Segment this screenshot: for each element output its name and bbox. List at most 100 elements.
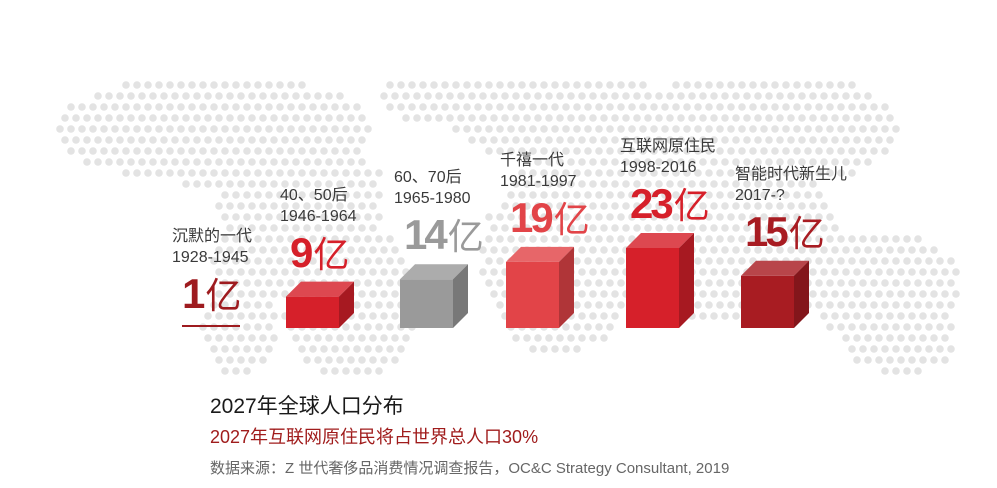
map-dot <box>215 92 223 100</box>
map-dot <box>826 81 834 89</box>
map-dot <box>138 92 146 100</box>
map-dot <box>380 334 388 342</box>
map-dot <box>567 114 575 122</box>
map-dot <box>886 334 894 342</box>
map-dot <box>529 213 537 221</box>
map-dot <box>375 169 383 177</box>
map-dot <box>694 191 702 199</box>
map-dot <box>298 103 306 111</box>
map-dot <box>584 301 592 309</box>
map-dot <box>221 147 229 155</box>
bar-4 <box>626 232 694 328</box>
map-dot <box>556 136 564 144</box>
map-dot <box>182 92 190 100</box>
map-dot <box>859 125 867 133</box>
map-dot <box>694 125 702 133</box>
map-dot <box>589 290 597 298</box>
map-dot <box>930 334 938 342</box>
map-dot <box>353 147 361 155</box>
map-dot <box>776 136 784 144</box>
map-dot <box>727 213 735 221</box>
map-dot <box>787 92 795 100</box>
map-dot <box>446 114 454 122</box>
map-dot <box>815 81 823 89</box>
map-dot <box>694 81 702 89</box>
map-dot <box>248 92 256 100</box>
map-dot <box>397 257 405 265</box>
map-dot <box>353 257 361 265</box>
map-dot <box>501 92 509 100</box>
map-dot <box>512 180 520 188</box>
map-dot <box>391 312 399 320</box>
map-dot <box>864 92 872 100</box>
map-dot <box>754 114 762 122</box>
map-dot <box>545 136 553 144</box>
map-dot <box>149 114 157 122</box>
map-dot <box>760 235 768 243</box>
map-dot <box>771 103 779 111</box>
map-dot <box>270 202 278 210</box>
map-dot <box>721 312 729 320</box>
map-dot <box>325 92 333 100</box>
map-dot <box>556 92 564 100</box>
map-dot <box>309 103 317 111</box>
map-dot <box>452 81 460 89</box>
map-dot <box>776 158 784 166</box>
map-dot <box>859 103 867 111</box>
map-dot <box>375 257 383 265</box>
map-dot <box>144 125 152 133</box>
bar-top-face <box>286 281 354 297</box>
map-dot <box>727 81 735 89</box>
map-dot <box>716 279 724 287</box>
map-dot <box>842 312 850 320</box>
map-dot <box>166 81 174 89</box>
map-dot <box>501 114 509 122</box>
map-dot <box>875 268 883 276</box>
map-dot <box>259 202 267 210</box>
map-dot <box>358 224 366 232</box>
map-dot <box>765 202 773 210</box>
map-dot <box>864 268 872 276</box>
map-dot <box>721 224 729 232</box>
map-dot <box>710 136 718 144</box>
map-dot <box>749 125 757 133</box>
map-dot <box>155 125 163 133</box>
map-dot <box>925 323 933 331</box>
map-dot <box>848 345 856 353</box>
map-dot <box>754 136 762 144</box>
map-dot <box>331 191 339 199</box>
map-dot <box>793 213 801 221</box>
map-dot <box>347 202 355 210</box>
map-dot <box>595 169 603 177</box>
map-dot <box>578 334 586 342</box>
map-dot <box>292 92 300 100</box>
map-dot <box>303 356 311 364</box>
map-dot <box>578 114 586 122</box>
map-dot <box>644 224 652 232</box>
map-dot <box>507 147 515 155</box>
map-dot <box>837 81 845 89</box>
map-dot <box>259 92 267 100</box>
map-dot <box>567 136 575 144</box>
map-dot <box>336 246 344 254</box>
map-dot <box>925 257 933 265</box>
map-dot <box>336 268 344 276</box>
map-dot <box>375 367 383 375</box>
map-dot <box>826 213 834 221</box>
map-dot <box>688 224 696 232</box>
map-dot <box>259 136 267 144</box>
map-dot <box>237 180 245 188</box>
map-dot <box>699 180 707 188</box>
map-dot <box>419 81 427 89</box>
map-dot <box>303 114 311 122</box>
map-dot <box>303 136 311 144</box>
map-dot <box>342 147 350 155</box>
map-dot <box>292 180 300 188</box>
map-dot <box>760 191 768 199</box>
map-dot <box>94 136 102 144</box>
map-dot <box>496 235 504 243</box>
map-dot <box>347 114 355 122</box>
map-dot <box>710 268 718 276</box>
map-dot <box>606 257 614 265</box>
